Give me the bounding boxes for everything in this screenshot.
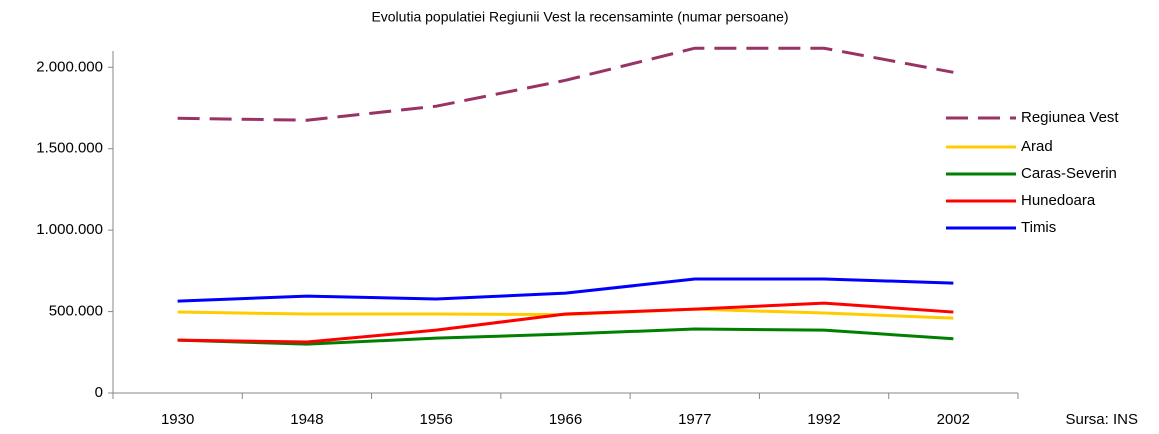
- legend-label: Caras-Severin: [1021, 165, 1117, 182]
- y-tick-label: 0: [95, 384, 103, 401]
- x-tick-label: 1966: [549, 411, 582, 428]
- x-tick-label: 2002: [937, 411, 970, 428]
- legend-label: Timis: [1021, 219, 1056, 236]
- series-line: [177, 327, 954, 346]
- x-tick-label: 1956: [420, 411, 453, 428]
- legend-label: Arad: [1021, 138, 1053, 155]
- x-tick-label: 1992: [807, 411, 840, 428]
- legend-label: Regiunea Vest: [1021, 109, 1119, 126]
- source-note: Sursa: INS: [1065, 411, 1138, 428]
- y-tick-label: 2.000.000: [36, 58, 103, 75]
- x-tick-label: 1977: [678, 411, 711, 428]
- y-tick-label: 1.000.000: [36, 221, 103, 238]
- chart-title: Evolutia populatiei Regiunii Vest la rec…: [371, 9, 788, 25]
- y-tick-label: 1.500.000: [36, 140, 103, 157]
- x-tick-label: 1948: [290, 411, 323, 428]
- series-line: [177, 46, 954, 122]
- x-tick-label: 1930: [161, 411, 194, 428]
- legend-label: Hunedoara: [1021, 192, 1096, 209]
- series-line: [177, 277, 954, 303]
- y-tick-label: 500.000: [49, 303, 103, 320]
- series-line: [177, 301, 954, 344]
